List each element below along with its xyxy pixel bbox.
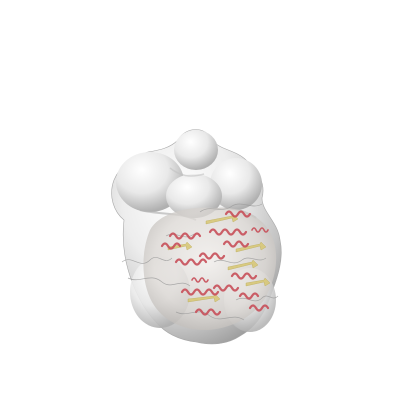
beta-strand: [227, 259, 259, 271]
beta-strand: [235, 241, 267, 253]
alpha-helix: [160, 242, 182, 250]
coil-trace: [175, 311, 245, 321]
alpha-helix: [224, 210, 252, 218]
density-lobe-upper-right: [210, 158, 262, 210]
alpha-helix: [248, 304, 270, 312]
alpha-helix: [238, 292, 260, 300]
fitted-model-region: [121, 203, 279, 330]
coil-trace: [235, 295, 279, 302]
alpha-helix: [194, 308, 222, 316]
alpha-helix: [191, 277, 209, 283]
coil-trace: [127, 277, 191, 287]
alpha-helix: [212, 284, 240, 292]
coil-trace: [213, 257, 267, 264]
alpha-helix: [222, 240, 250, 248]
density-lobe-middle: [166, 174, 222, 218]
alpha-helices: [160, 210, 270, 316]
alpha-helix: [180, 288, 220, 296]
beta-strand: [245, 277, 271, 287]
alpha-helix: [230, 272, 258, 280]
alpha-helix: [198, 252, 226, 260]
alpha-helix: [208, 228, 248, 236]
alpha-helix: [168, 232, 202, 240]
coil-trace: [121, 257, 173, 264]
alpha-helix: [251, 227, 269, 233]
beta-strands: [167, 213, 271, 303]
density-lobe-top: [174, 130, 218, 170]
coil-trace: [165, 233, 195, 238]
beta-strand: [187, 293, 221, 303]
alpha-helix: [174, 258, 208, 266]
coil-traces: [121, 203, 279, 321]
coil-trace: [199, 203, 263, 213]
density-crease: [169, 167, 205, 177]
